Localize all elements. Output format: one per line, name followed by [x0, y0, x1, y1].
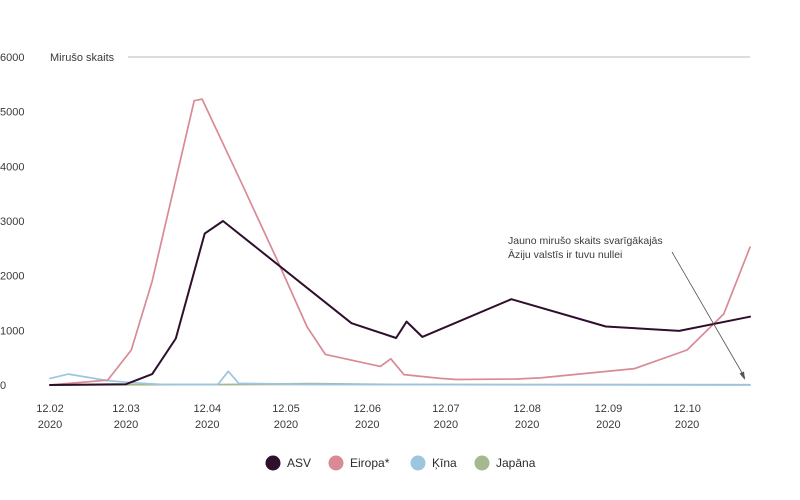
series-line-eiropa — [49, 98, 751, 386]
x-tick-label: 12.04 — [194, 403, 222, 415]
x-tick-label: 12.09 — [595, 403, 623, 415]
x-tick-year: 2020 — [195, 419, 219, 431]
legend-item-eiropa: Eiropa* — [328, 455, 390, 471]
x-tick-year: 2020 — [515, 419, 539, 431]
x-tick-year: 2020 — [355, 419, 379, 431]
y-axis-label: Mirušo skaits — [50, 52, 115, 64]
legend-item-japna: Japāna — [474, 455, 536, 471]
series-line-asv — [49, 220, 751, 386]
legend: ASV Eiropa* Ķīna Japāna — [265, 455, 536, 471]
x-tick-year: 2020 — [434, 419, 458, 431]
legend-swatch — [328, 455, 344, 471]
x-tick-label: 12.03 — [112, 403, 140, 415]
annotation: Jauno mirušo skaits svarīgākajās Āziju v… — [508, 235, 746, 380]
y-tick-label: 3000 — [0, 216, 24, 228]
series-line-na — [49, 370, 751, 386]
annotation-arrow-line — [671, 251, 746, 379]
legend-swatch — [265, 455, 281, 471]
x-tick-year: 2020 — [114, 419, 138, 431]
legend-label: Japāna — [496, 456, 536, 470]
y-tick-label: 6000 — [0, 52, 24, 64]
legend-item-na: Ķīna — [410, 455, 457, 471]
x-tick-label: 12.06 — [353, 403, 381, 415]
y-tick-label: 2000 — [0, 271, 24, 283]
legend-item-asv: ASV — [265, 455, 311, 471]
legend-label: ASV — [287, 456, 311, 470]
annotation-line-1: Jauno mirušo skaits svarīgākajās — [508, 235, 663, 247]
x-tick-label: 12.05 — [272, 403, 300, 415]
x-tick-year: 2020 — [38, 419, 62, 431]
x-tick-label: 12.10 — [673, 403, 701, 415]
x-tick-label: 12.02 — [36, 403, 64, 415]
legend-label: Eiropa* — [350, 456, 390, 470]
x-tick-label: 12.08 — [513, 403, 541, 415]
y-tick-label: 0 — [0, 380, 6, 392]
x-tick-year: 2020 — [596, 419, 620, 431]
legend-swatch — [410, 455, 426, 471]
annotation-arrowhead — [739, 371, 745, 380]
series-lines — [49, 98, 751, 386]
y-tick-label: 4000 — [0, 161, 24, 173]
legend-label: Ķīna — [432, 456, 457, 470]
x-tick-year: 2020 — [675, 419, 699, 431]
annotation-line-2: Āziju valstīs ir tuvu nullei — [508, 249, 622, 261]
y-tick-label: 5000 — [0, 107, 24, 119]
y-tick-label: 1000 — [0, 325, 24, 337]
y-axis-ticks: 0 1000 2000 3000 4000 5000 6000 — [0, 52, 24, 392]
x-tick-label: 12.07 — [432, 403, 460, 415]
legend-swatch — [474, 455, 490, 471]
x-tick-year: 2020 — [274, 419, 298, 431]
x-axis-ticks: 12.02 2020 12.03 2020 12.04 2020 12.05 2020 12.0… — [36, 403, 701, 431]
